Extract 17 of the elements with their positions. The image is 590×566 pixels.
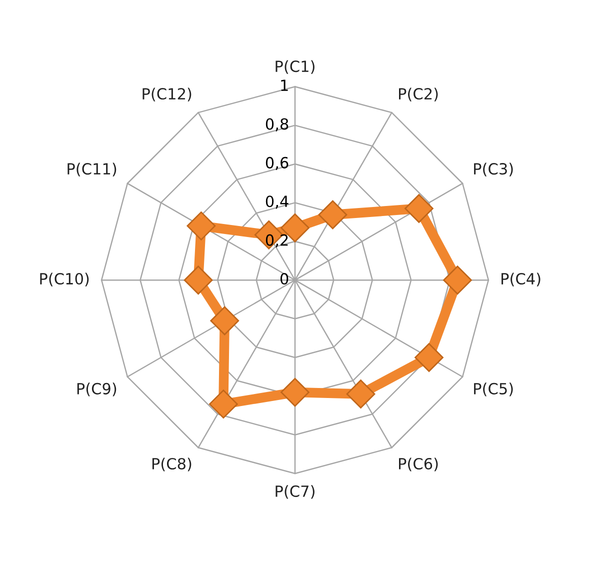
spoke-label: P(C6) bbox=[399, 458, 438, 472]
spoke-label: P(C3) bbox=[474, 162, 513, 176]
y-tick-label: 0,4 bbox=[266, 196, 288, 209]
spoke-label: P(C1) bbox=[276, 60, 314, 74]
y-tick-label: 1 bbox=[281, 80, 288, 91]
spoke-label: P(C10) bbox=[40, 272, 89, 286]
y-tick-label: 0 bbox=[280, 272, 288, 285]
spoke-label: P(C4) bbox=[502, 272, 540, 286]
spoke-label: P(C11) bbox=[68, 162, 116, 176]
y-tick-label: 0,8 bbox=[266, 118, 288, 132]
spoke-label: P(C8) bbox=[152, 458, 192, 472]
spoke-label: P(C9) bbox=[77, 382, 116, 396]
spoke-label: P(C5) bbox=[474, 382, 513, 396]
spoke-label: P(C2) bbox=[399, 88, 438, 102]
spoke-label: P(C12) bbox=[142, 88, 192, 102]
spoke-label: P(C7) bbox=[276, 485, 314, 499]
y-tick-label: 0,6 bbox=[266, 156, 288, 170]
